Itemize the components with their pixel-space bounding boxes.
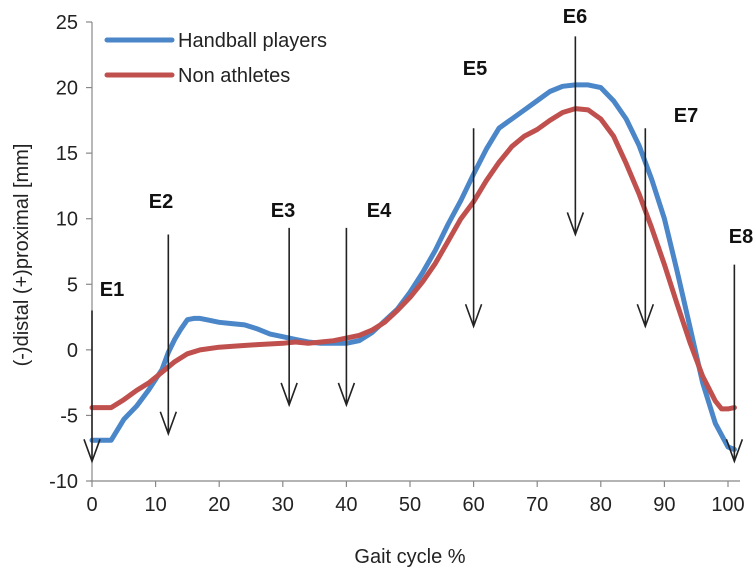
x-tick-label: 0 <box>86 494 97 516</box>
x-tick-label: 60 <box>462 494 484 516</box>
legend: Handball players Non athletes <box>104 30 327 87</box>
x-tick-label: 50 <box>399 494 421 516</box>
arrow-head <box>159 411 178 437</box>
arrow-head <box>725 439 744 464</box>
series-layer <box>89 82 737 452</box>
events-layer: E1 E2 E3 E4 E5 E6 E7 E8 <box>83 6 753 464</box>
series-line-handball-players <box>89 82 737 452</box>
arrow-head <box>83 439 101 464</box>
event-arrow-e8: E8 <box>725 226 753 464</box>
axes <box>90 22 740 482</box>
x-axis-title: Gait cycle % <box>354 546 465 568</box>
event-label: E5 <box>463 58 487 80</box>
event-arrow-e2: E2 <box>149 191 178 437</box>
x-tick-label: 80 <box>590 494 612 516</box>
x-tick-label: 100 <box>711 494 744 516</box>
event-label: E7 <box>674 105 698 127</box>
arrow-head <box>464 303 483 329</box>
event-label: E3 <box>271 200 295 222</box>
x-tick-label: 30 <box>272 494 294 516</box>
event-label: E4 <box>367 200 392 222</box>
event-arrow-e6: E6 <box>563 6 587 237</box>
arrow-head <box>337 382 356 408</box>
event-arrow-e1: E1 <box>83 279 124 464</box>
event-arrow-e4: E4 <box>337 200 392 408</box>
event-label: E6 <box>563 6 587 28</box>
x-tick-label: 90 <box>653 494 675 516</box>
legend-label: Non athletes <box>178 65 290 87</box>
x-tick-label: 10 <box>144 494 166 516</box>
event-arrow-e5: E5 <box>463 58 487 329</box>
x-tick-label: 70 <box>526 494 548 516</box>
x-axis-ticks: 0 10 20 30 40 50 60 70 80 90 100 <box>86 481 745 516</box>
event-arrow-e7: E7 <box>636 105 698 329</box>
y-axis-title: (-)distal (+)proximal [mm] <box>11 144 33 367</box>
event-label: E2 <box>149 191 173 213</box>
series-line-non-athletes <box>89 106 737 412</box>
legend-label: Handball players <box>178 30 327 52</box>
arrow-head <box>280 382 298 408</box>
x-tick-label: 20 <box>208 494 230 516</box>
y-tick-label: 0 <box>67 340 78 362</box>
arrow-head <box>636 303 655 329</box>
y-tick-label: 15 <box>56 143 78 165</box>
y-tick-label: 5 <box>67 274 78 296</box>
event-label: E1 <box>100 279 124 301</box>
y-tick-label: 10 <box>56 209 78 231</box>
y-tick-label: 25 <box>56 12 78 34</box>
y-tick-label: -5 <box>60 405 78 427</box>
arrow-head <box>566 212 585 237</box>
y-tick-label: -10 <box>49 471 78 493</box>
y-axis-ticks: -10 -5 0 5 10 15 20 25 <box>49 12 92 493</box>
y-tick-label: 20 <box>56 78 78 100</box>
event-label: E8 <box>729 226 753 248</box>
event-arrow-e3: E3 <box>271 200 298 408</box>
x-tick-label: 40 <box>335 494 357 516</box>
